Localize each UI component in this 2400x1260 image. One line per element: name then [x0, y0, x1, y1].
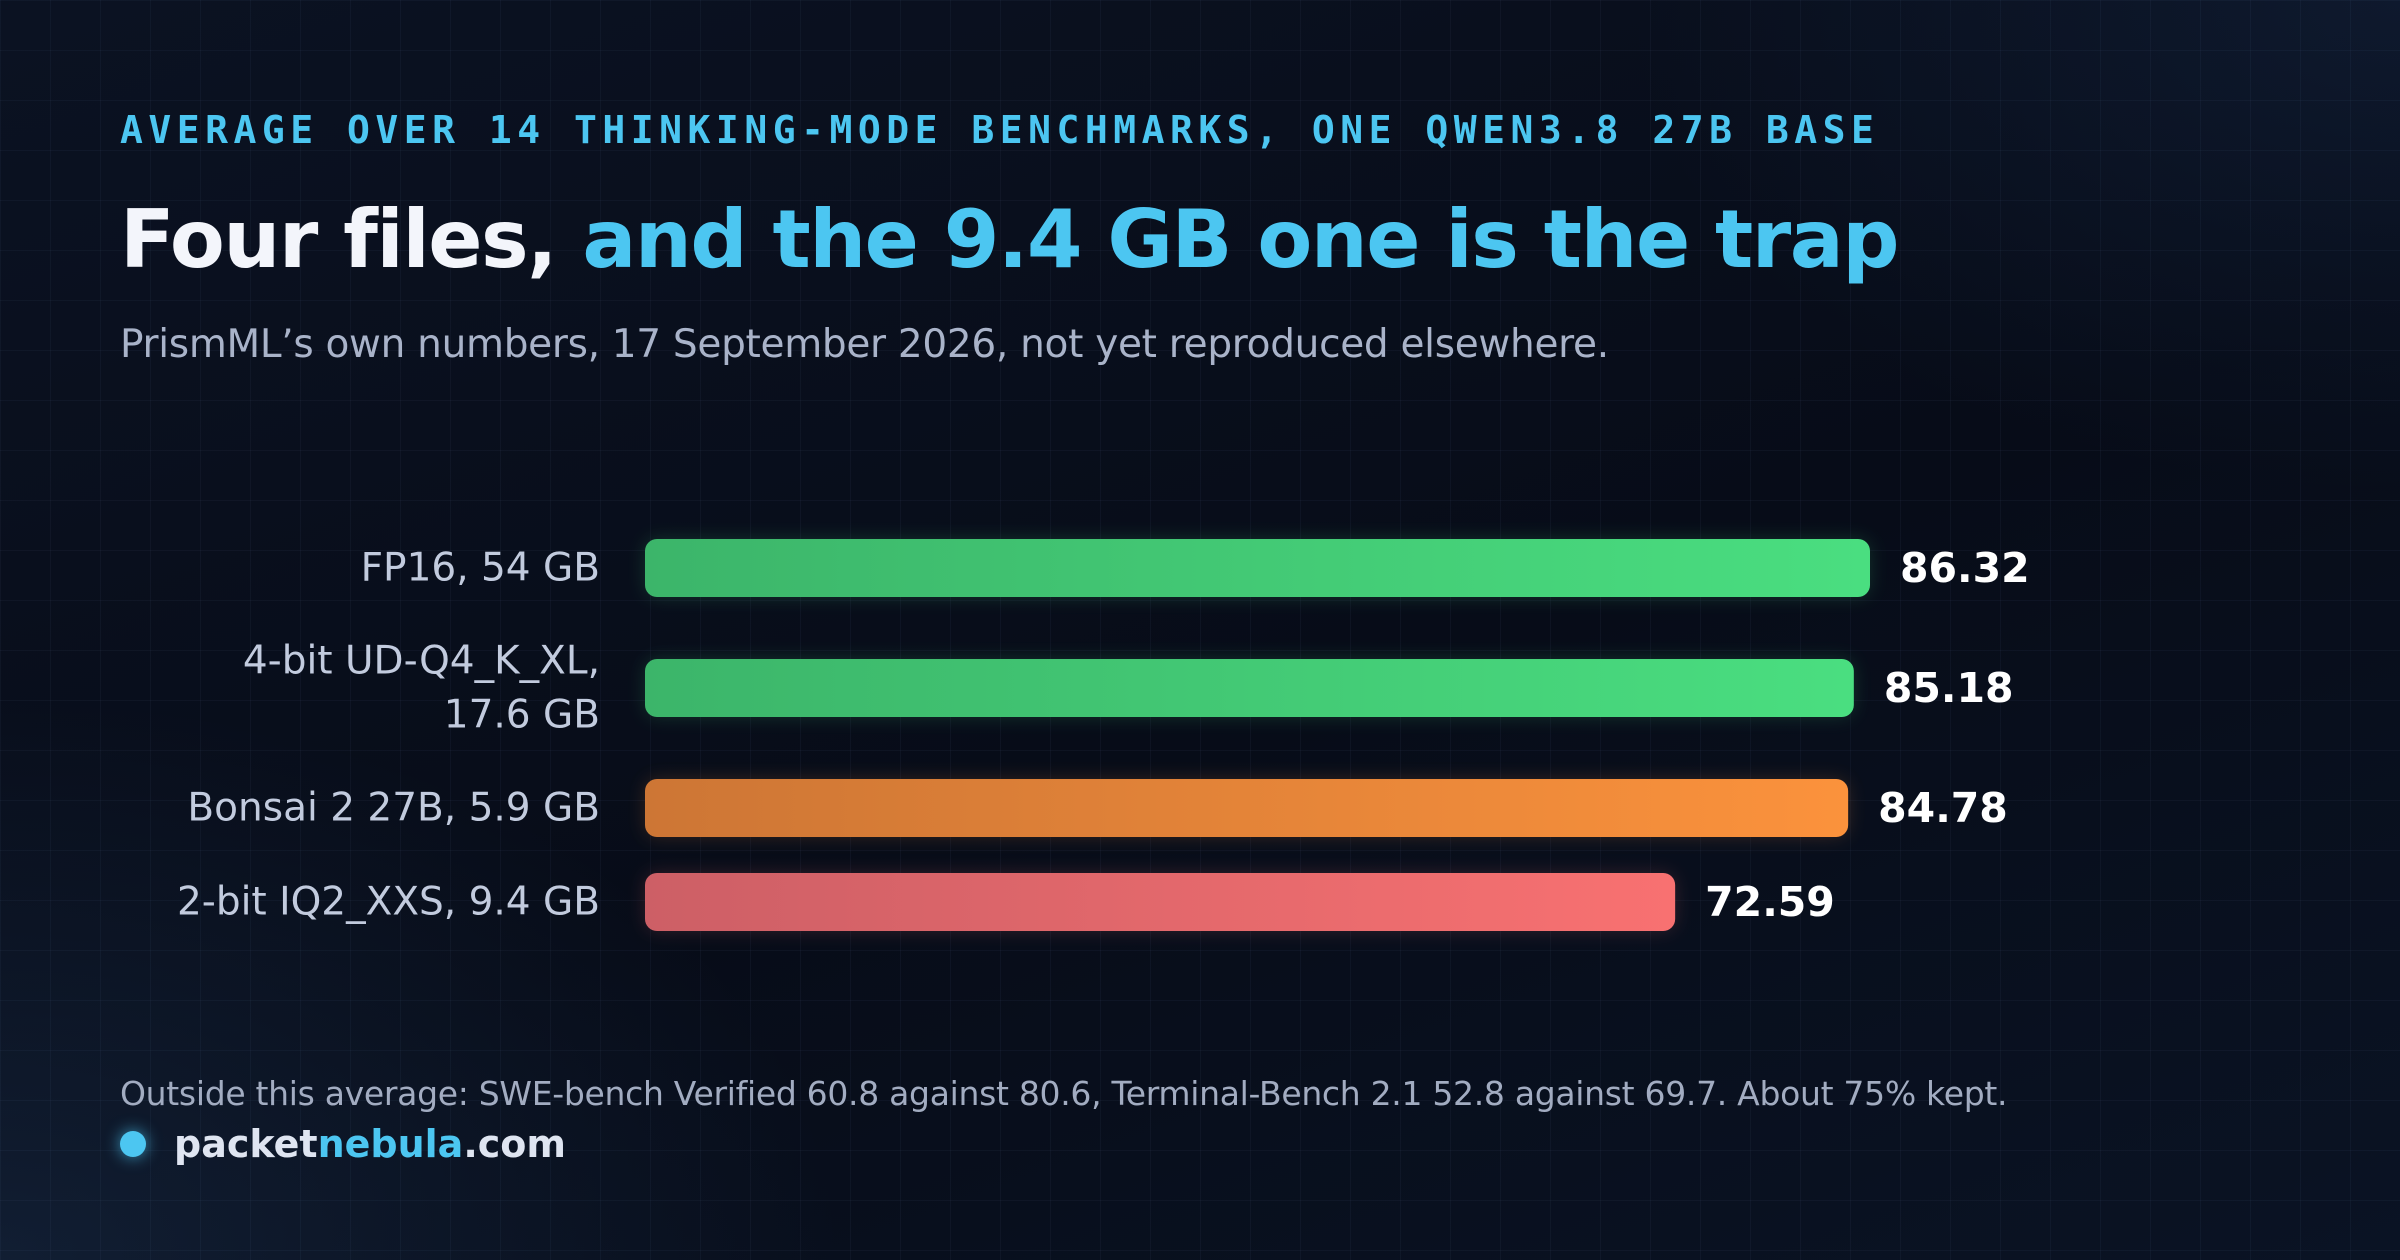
value-label-0: 86.32	[1900, 544, 2030, 592]
brand-dot-icon	[120, 1131, 146, 1157]
chart-title: Four files, and the 9.4 GB one is the tr…	[120, 193, 1899, 286]
brand: packetnebula.com	[120, 1118, 566, 1170]
bar-chart: FP16, 54 GB 86.32 4-bit UD-Q4_K_XL, 17.6 GB…	[176, 539, 2030, 931]
category-label-0: FP16, 54 GB	[361, 546, 600, 591]
title-part-2: and the 9.4 GB one is the trap	[582, 193, 1899, 286]
footnote: Outside this average: SWE-bench Verified…	[120, 1074, 2008, 1113]
value-label-2: 84.78	[1878, 784, 2008, 832]
bar-3	[645, 873, 1676, 931]
bar-1	[645, 659, 1854, 717]
bar-2	[645, 779, 1849, 837]
brand-part-3: .com	[463, 1122, 566, 1166]
value-label-3: 72.59	[1705, 878, 1835, 926]
category-label-1-line-0: 4-bit UD-Q4_K_XL,	[243, 639, 600, 684]
chart-subtitle: PrismML’s own numbers, 17 September 2026…	[120, 322, 1609, 367]
bar-0	[645, 539, 1870, 597]
title-part-1: Four files,	[120, 193, 558, 286]
category-label-3: 2-bit IQ2_XXS, 9.4 GB	[177, 880, 600, 925]
chart-kicker: AVERAGE OVER 14 THINKING-MODE BENCHMARKS…	[120, 108, 1880, 152]
brand-part-1: packet	[174, 1122, 318, 1166]
brand-part-2: nebula	[317, 1122, 464, 1166]
category-label-1-line-1: 17.6 GB	[444, 693, 600, 738]
brand-link[interactable]: packetnebula.com	[174, 1122, 566, 1166]
category-label-2: Bonsai 2 27B, 5.9 GB	[187, 786, 600, 831]
value-label-1: 85.18	[1884, 664, 2014, 712]
